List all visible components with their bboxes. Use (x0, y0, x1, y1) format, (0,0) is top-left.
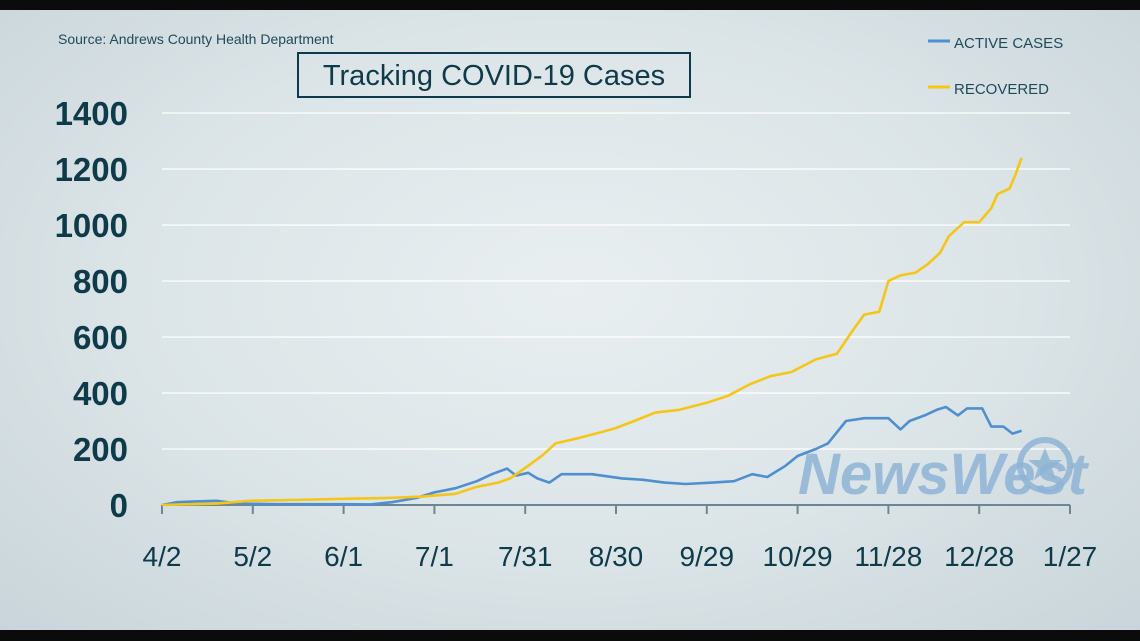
x-tick-label: 7/1 (415, 541, 454, 572)
x-axis-ticks: 4/2 5/2 6/1 7/1 7/31 8/30 9/29 10/29 11/28 12/28 1… (143, 505, 1098, 572)
legend-label-active: ACTIVE CASES (954, 35, 1063, 52)
x-tick-label: 1/27 (1043, 541, 1098, 572)
y-tick-label: 1400 (55, 95, 128, 132)
series-line-active-cases (161, 405, 1022, 507)
y-tick-label: 0 (110, 487, 128, 524)
x-tick-label: 10/29 (763, 541, 833, 572)
covid-line-chart: 0 200 400 600 800 1000 1200 1400 4/2 5/2 6/1 7/1 7/… (55, 31, 1098, 572)
y-axis-ticks: 0 200 400 600 800 1000 1200 1400 (55, 95, 128, 524)
title-box (297, 52, 691, 98)
y-tick-label: 800 (73, 263, 128, 300)
y-tick-label: 1000 (55, 207, 128, 244)
legend-label-recovered: RECOVERED (954, 81, 1049, 98)
source-note: Source: Andrews County Health Department (58, 31, 334, 47)
x-tick-label: 5/2 (233, 541, 272, 572)
y-tick-label: 600 (73, 319, 128, 356)
x-tick-label: 8/30 (589, 541, 644, 572)
gridlines (162, 112, 1070, 450)
y-tick-label: 400 (73, 375, 128, 412)
x-tick-label: 11/28 (854, 541, 922, 572)
series-lines (161, 157, 1023, 507)
x-tick-label: 4/2 (143, 541, 182, 572)
legend: ACTIVE CASES RECOVERED (928, 35, 1063, 98)
x-tick-label: 9/29 (680, 541, 735, 572)
watermark-star-icon (1017, 437, 1073, 493)
chart-stage: 0 200 400 600 800 1000 1200 1400 4/2 5/2 6/1 7/1 7/… (0, 10, 1140, 630)
x-tick-label: 12/28 (944, 541, 1014, 572)
series-line-recovered (161, 157, 1023, 507)
x-tick-label: 6/1 (324, 541, 363, 572)
chart-title: Tracking COVID-19 Cases (323, 60, 665, 92)
x-tick-label: 7/31 (498, 541, 553, 572)
y-tick-label: 200 (73, 431, 128, 468)
y-tick-label: 1200 (55, 151, 128, 188)
